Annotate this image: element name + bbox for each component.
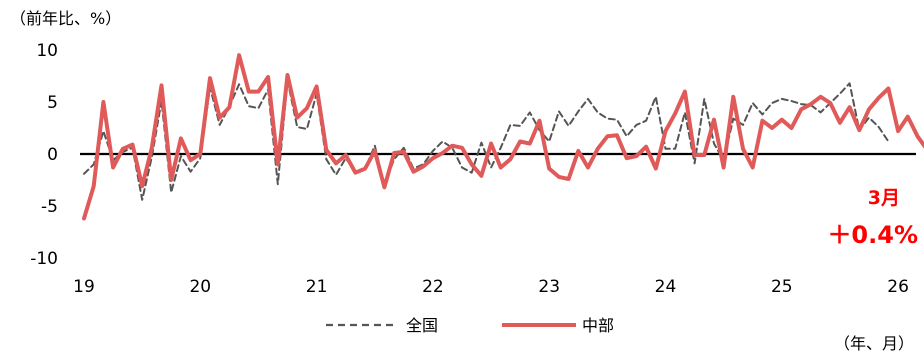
x-tick-label: 25 [771, 277, 793, 297]
series-line-national [83, 79, 890, 201]
y-tick-labels: 10 5 0 -5 -10 [30, 41, 58, 269]
y-tick-label: 5 [47, 93, 58, 113]
y-tick-label: 10 [36, 41, 58, 61]
series-layer [82, 53, 924, 221]
annotation-month: 3月 [868, 187, 900, 209]
legend-label-national: 全国 [406, 316, 438, 335]
legend: 全国 中部 [326, 316, 614, 335]
y-tick-label: -5 [41, 197, 58, 217]
y-tick-label: -10 [30, 249, 58, 269]
annotation-value: ＋0.4% [827, 221, 918, 249]
series-line-chubu [82, 53, 924, 221]
x-axis-unit-label: （年、月） [834, 334, 914, 353]
legend-label-chubu: 中部 [582, 316, 614, 335]
x-tick-label: 24 [655, 277, 677, 297]
x-tick-label: 22 [422, 277, 444, 297]
y-tick-label: 0 [47, 145, 58, 165]
y-axis-unit-label: （前年比、%） [10, 9, 121, 28]
x-tick-label: 21 [306, 277, 328, 297]
x-tick-label: 19 [73, 277, 95, 297]
x-tick-label: 26 [887, 277, 909, 297]
x-tick-labels: 19 20 21 22 23 24 25 26 [73, 277, 909, 297]
x-tick-label: 23 [538, 277, 560, 297]
x-tick-label: 20 [189, 277, 211, 297]
